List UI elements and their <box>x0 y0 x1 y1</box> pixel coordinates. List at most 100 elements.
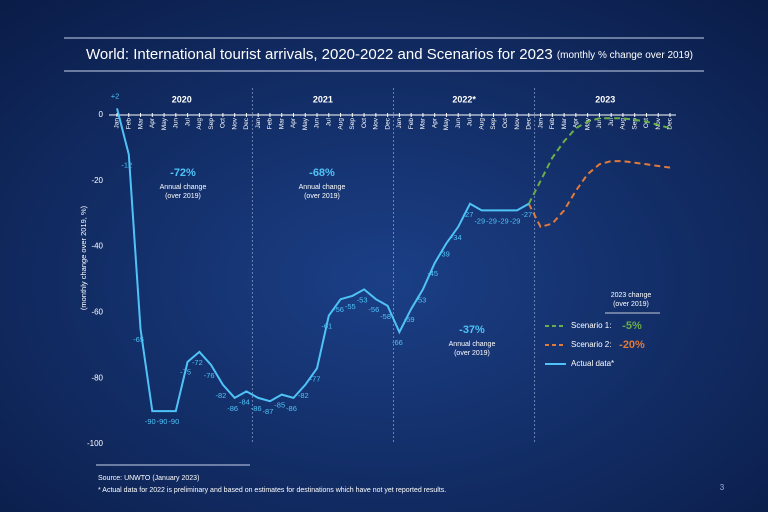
x-tick-label: May <box>302 117 309 130</box>
x-tick-label: Oct <box>220 118 227 128</box>
y-tick-label: -60 <box>91 308 103 317</box>
x-tick-label: Jun <box>173 118 180 129</box>
legend-label: Scenario 2: <box>571 340 611 349</box>
annotation-label: Annual change <box>449 341 496 348</box>
legend-change: -20% <box>619 339 645 351</box>
year-label: 2022* <box>452 94 476 104</box>
x-tick-label: Oct <box>361 118 368 128</box>
x-tick-label: Oct <box>502 118 509 128</box>
year-label: 2020 <box>172 94 192 104</box>
chart-title: World: International tourist arrivals, 2… <box>86 46 693 63</box>
data-label: -12 <box>121 160 132 169</box>
x-tick-label: Apr <box>573 117 580 128</box>
x-tick-label: Apr <box>290 117 297 128</box>
data-label: -27 <box>463 210 474 219</box>
title-text: World: International tourist arrivals, 2… <box>86 46 553 63</box>
data-label: -90 <box>157 417 168 426</box>
x-tick-label: Nov <box>231 117 238 129</box>
x-tick-label: Feb <box>267 118 274 130</box>
x-tick-label: Feb <box>408 118 415 130</box>
x-tick-label: Sep <box>349 118 356 130</box>
y-tick-label: 0 <box>99 110 104 119</box>
data-label: -55 <box>345 302 356 311</box>
x-tick-label: Apr <box>431 117 438 128</box>
data-label: -58 <box>380 312 391 321</box>
x-tick-label: Dec <box>384 117 391 129</box>
source: Source: UNWTO (January 2023) <box>98 475 199 482</box>
data-label: -87 <box>263 407 274 416</box>
data-label: -65 <box>133 335 144 344</box>
data-label: -76 <box>204 371 215 380</box>
x-tick-label: Jan <box>114 118 121 129</box>
data-label: -85 <box>274 401 285 410</box>
x-tick-label: Nov <box>514 117 521 129</box>
data-label: -29 <box>510 216 521 225</box>
data-label: -84 <box>239 397 250 406</box>
footnote: * Actual data for 2022 is preliminary an… <box>98 487 446 494</box>
x-tick-label: Mar <box>137 117 144 129</box>
data-label: -82 <box>298 391 309 400</box>
x-tick-label: Aug <box>478 118 485 130</box>
x-tick-label: Jul <box>326 117 333 126</box>
x-tick-label: Oct <box>643 118 650 128</box>
x-tick-label: Sep <box>208 118 215 130</box>
legend-title: (over 2019) <box>613 301 649 308</box>
data-label: -34 <box>451 233 462 242</box>
data-label: -45 <box>427 269 438 278</box>
data-label: -86 <box>227 404 238 413</box>
data-label: -75 <box>180 368 191 377</box>
data-label: -29 <box>486 216 497 225</box>
series-line <box>527 117 671 205</box>
x-tick-label: Feb <box>125 118 132 130</box>
y-tick-label: -80 <box>91 373 103 382</box>
x-tick-label: Sep <box>490 118 497 130</box>
x-tick-label: Mar <box>561 117 568 129</box>
data-label: -72 <box>192 358 203 367</box>
x-tick-label: Jul <box>608 117 615 126</box>
year-label: 2021 <box>313 94 333 104</box>
x-tick-label: Aug <box>620 118 627 130</box>
series-line <box>527 160 671 229</box>
x-tick-label: Mar <box>420 117 427 129</box>
x-tick-label: Nov <box>655 117 662 129</box>
data-label: -90 <box>145 417 156 426</box>
y-axis-label: (monthly change over 2019, %) <box>79 205 88 310</box>
x-tick-label: Jul <box>467 117 474 126</box>
x-tick-label: Jun <box>314 118 321 129</box>
year-label: 2023 <box>595 94 615 104</box>
x-tick-label: Feb <box>549 118 556 130</box>
data-label: -61 <box>321 322 332 331</box>
x-tick-label: Dec <box>667 117 674 129</box>
x-tick-label: Jan <box>396 118 403 129</box>
annotation-value: -68% <box>309 167 335 179</box>
subtitle: (monthly % change over 2019) <box>557 50 693 61</box>
x-tick-label: May <box>161 117 168 130</box>
annotation-label: Annual change <box>299 184 346 191</box>
series-line <box>116 108 530 413</box>
data-label: -86 <box>251 404 262 413</box>
legend-label: Actual data* <box>571 359 614 368</box>
x-tick-label: Jun <box>455 118 462 129</box>
legend-label: Scenario 1: <box>571 321 611 330</box>
annotation-value: -72% <box>170 167 196 179</box>
data-label: -66 <box>392 338 403 347</box>
data-label: -86 <box>286 404 297 413</box>
annotation-note: (over 2019) <box>165 193 201 200</box>
data-label: -77 <box>310 374 321 383</box>
data-label: -82 <box>215 391 226 400</box>
x-tick-label: Apr <box>149 117 156 128</box>
x-tick-label: Mar <box>278 117 285 129</box>
data-label: -56 <box>368 305 379 314</box>
data-label: -90 <box>168 417 179 426</box>
x-tick-label: Dec <box>526 117 533 129</box>
x-tick-label: Jun <box>596 118 603 129</box>
x-tick-label: Jan <box>537 118 544 129</box>
y-tick-label: -20 <box>91 176 103 185</box>
page-number: 3 <box>720 483 725 492</box>
x-tick-label: Aug <box>337 118 344 130</box>
annotation-note: (over 2019) <box>304 193 340 200</box>
y-tick-label: -40 <box>91 242 103 251</box>
legend-change: -5% <box>622 320 642 332</box>
